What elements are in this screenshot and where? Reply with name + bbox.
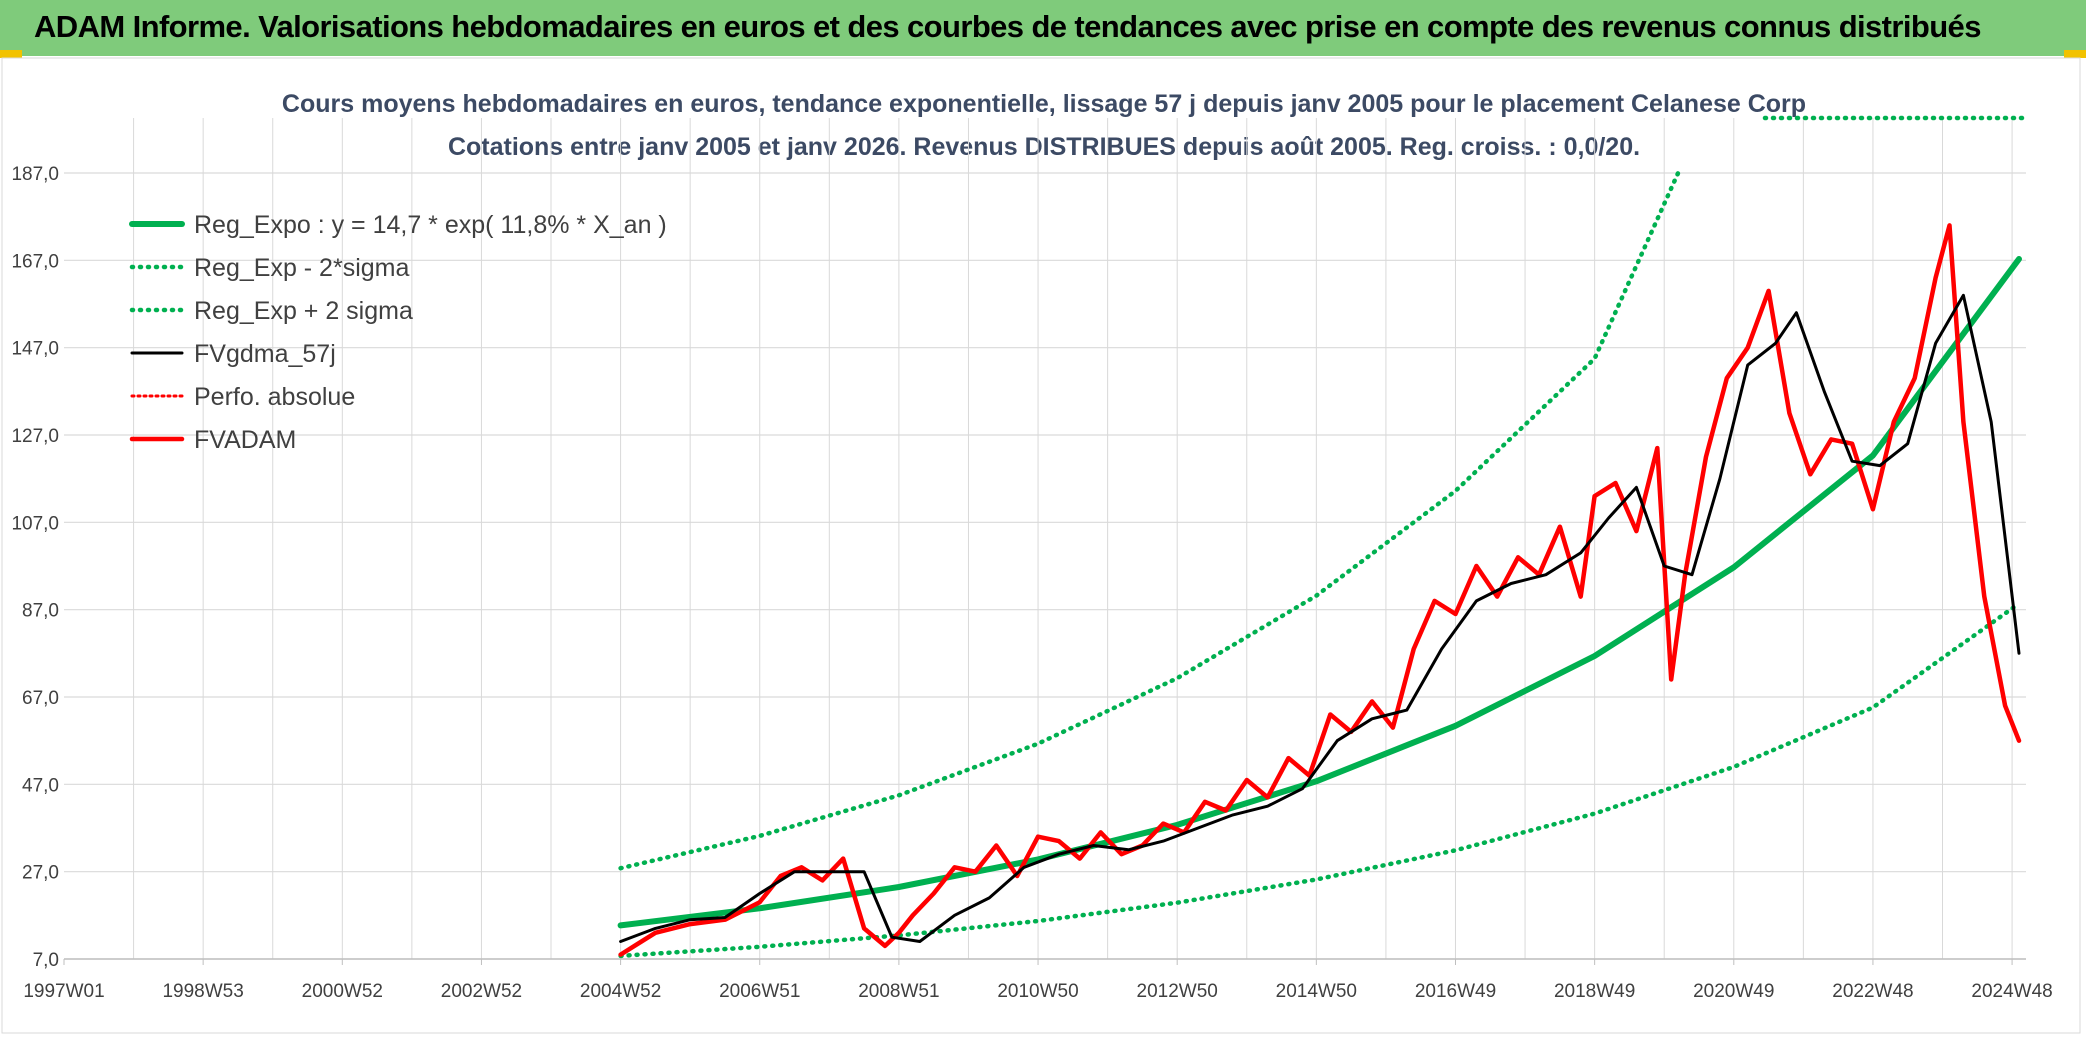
x-tick-label: 1997W01 — [23, 981, 104, 1002]
x-tick-label: 2022W48 — [1832, 981, 1913, 1002]
y-tick-label: 147,0 — [11, 339, 59, 360]
corner-marker-left — [0, 50, 22, 58]
x-tick-label: 2020W49 — [1693, 981, 1774, 1002]
legend: Reg_Expo : y = 14,7 * exp( 11,8% * X_an … — [129, 211, 667, 454]
x-tick-label: 2014W50 — [1276, 981, 1357, 1002]
y-tick-label: 7,0 — [33, 950, 59, 971]
y-tick-label: 107,0 — [11, 513, 59, 534]
legend-label: Reg_Expo : y = 14,7 * exp( 11,8% * X_an … — [194, 211, 667, 239]
series-lines — [617, 115, 2027, 959]
y-tick-label: 27,0 — [22, 863, 59, 884]
report-banner: ADAM Informe. Valorisations hebdomadaire… — [0, 0, 2086, 56]
x-tick-label: 2008W51 — [858, 981, 939, 1002]
series-line-reg_exp — [618, 170, 1681, 871]
gridlines — [64, 118, 2026, 960]
y-tick-label: 167,0 — [11, 251, 59, 272]
series-line-reg_expo — [617, 256, 2022, 929]
x-tick-label: 2018W49 — [1554, 981, 1635, 1002]
series-line-fvadam — [618, 223, 2022, 957]
y-tick-label: 87,0 — [22, 601, 59, 622]
legend-label: FVgdma_57j — [194, 340, 336, 368]
report-title: ADAM Informe. Valorisations hebdomadaire… — [34, 9, 1981, 44]
y-tick-label: 127,0 — [11, 426, 59, 447]
x-tick-label: 2024W48 — [1971, 981, 2052, 1002]
series-line-fvgdma_57j — [619, 293, 2021, 943]
x-tick-label: 2010W50 — [997, 981, 1078, 1002]
y-tick-label: 47,0 — [22, 775, 59, 796]
corner-marker-right — [2064, 50, 2086, 58]
y-tick-label: 187,0 — [11, 164, 59, 185]
legend-label: Reg_Exp + 2 sigma — [194, 297, 413, 325]
x-tick-label: 2000W52 — [302, 981, 383, 1002]
series-line-reg_exp — [618, 601, 2022, 959]
axes: 7,0 27,0 47,0 67,0 87,0 107,0 127,0 147,0 167,0 1… — [11, 164, 2052, 1002]
legend-label: Perfo. absolue — [194, 383, 355, 411]
x-tick-label: 2002W52 — [441, 981, 522, 1002]
y-tick-label: 67,0 — [22, 688, 59, 709]
x-tick-label: 2016W49 — [1415, 981, 1496, 1002]
x-tick-label: 2012W50 — [1137, 981, 1218, 1002]
chart-area-border — [1, 57, 2081, 1034]
chart-subtitle: Cotations entre janv 2005 et janv 2026. … — [448, 133, 1640, 161]
x-tick-label: 2004W52 — [580, 981, 661, 1002]
legend-label: FVADAM — [194, 426, 296, 454]
chart-title: Cours moyens hebdomadaires en euros, ten… — [282, 90, 1806, 118]
legend-label: Reg_Exp - 2*sigma — [194, 254, 409, 282]
x-tick-label: 1998W53 — [162, 981, 243, 1002]
x-tick-label: 2006W51 — [719, 981, 800, 1002]
